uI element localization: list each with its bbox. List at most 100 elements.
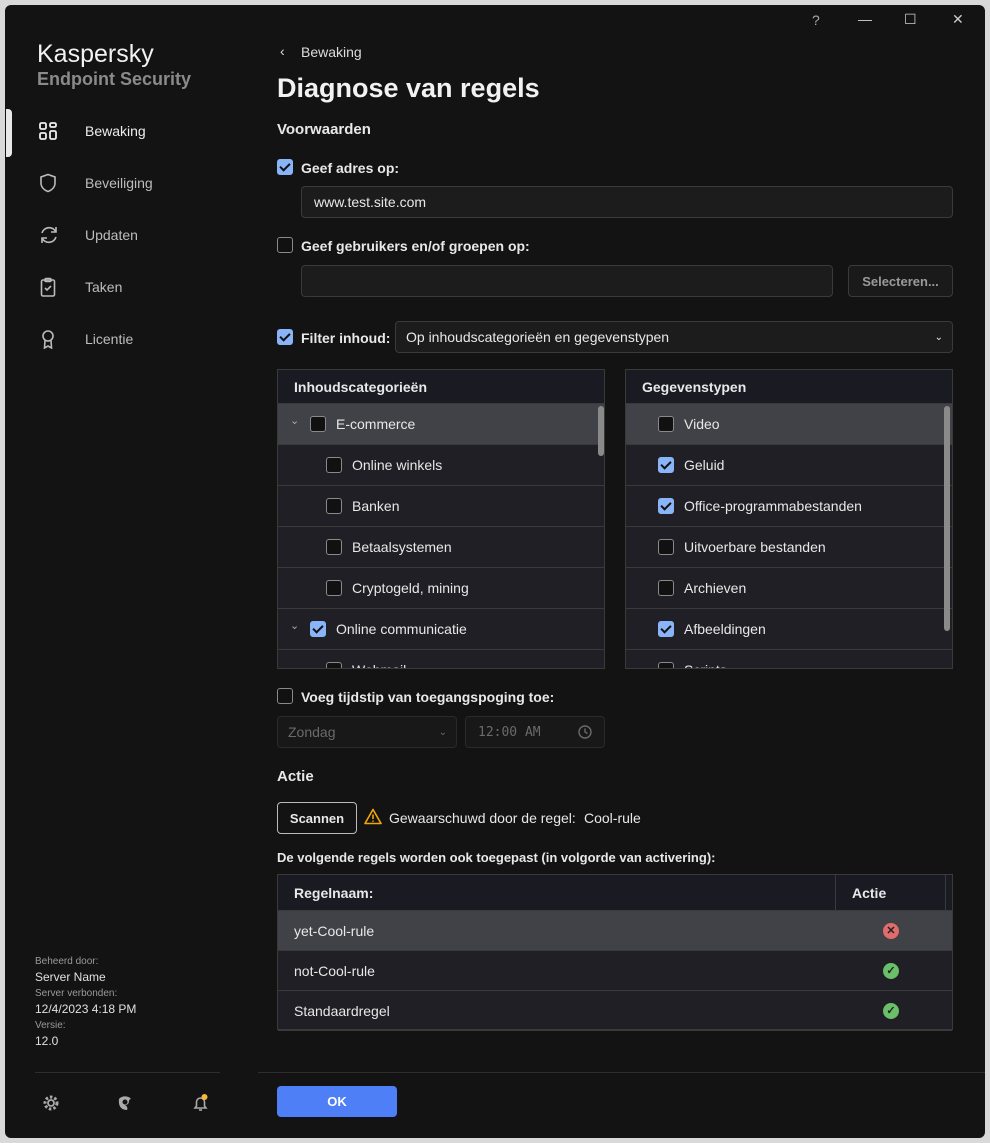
list-item[interactable]: Video — [626, 404, 952, 445]
item-checkbox[interactable] — [310, 621, 326, 637]
chevron-down-icon: ⌄ — [934, 331, 943, 343]
rule-name: not-Cool-rule — [294, 963, 375, 979]
close-button[interactable]: ✕ — [952, 11, 964, 27]
item-checkbox[interactable] — [658, 457, 674, 473]
item-checkbox[interactable] — [658, 580, 674, 596]
datatypes-list[interactable]: Gegevenstypen Video Geluid Office-programm… — [625, 369, 953, 669]
item-label: Afbeeldingen — [684, 621, 766, 637]
item-label: Office-programmabestanden — [684, 498, 862, 514]
filter-label: Filter inhoud: — [301, 330, 391, 346]
ok-button[interactable]: OK — [277, 1086, 397, 1117]
item-checkbox[interactable] — [658, 539, 674, 555]
maximize-button[interactable]: ☐ — [904, 11, 917, 27]
filter-checkbox[interactable] — [277, 329, 293, 345]
sidebar-item-licentie[interactable]: Licentie — [5, 319, 255, 359]
users-input[interactable] — [301, 265, 833, 297]
sidebar-item-bewaking[interactable]: Bewaking — [5, 111, 255, 151]
time-input[interactable]: 12:00 AM — [465, 716, 605, 748]
list-item[interactable]: Office-programmabestanden — [626, 486, 952, 527]
address-label: Geef adres op: — [301, 160, 400, 176]
users-checkbox[interactable] — [277, 237, 293, 253]
sidebar-item-taken[interactable]: Taken — [5, 267, 255, 307]
help-button[interactable]: ? — [812, 12, 820, 28]
column-divider — [945, 875, 946, 911]
list-item[interactable]: Geluid — [626, 445, 952, 486]
categories-scrollbar[interactable] — [598, 406, 604, 456]
item-checkbox[interactable] — [658, 498, 674, 514]
address-input[interactable]: www.test.site.com — [301, 186, 953, 218]
refresh-icon — [41, 226, 57, 244]
item-label: Scripts — [684, 662, 727, 668]
shield-icon — [40, 173, 56, 193]
rule-name: yet-Cool-rule — [294, 923, 375, 939]
item-checkbox[interactable] — [658, 662, 674, 668]
list-item[interactable]: ⌄ E-commerce — [278, 404, 604, 445]
filter-select[interactable]: Op inhoudscategorieën en gegevenstypen ⌄ — [395, 321, 953, 353]
brand-product: Endpoint Security — [37, 69, 192, 89]
item-label: Betaalsystemen — [352, 539, 452, 555]
table-row[interactable]: not-Cool-rule ✓ — [278, 951, 952, 991]
brand-name: Kaspersky — [37, 40, 154, 68]
categories-header: Inhoudscategorieën — [278, 370, 604, 404]
table-row[interactable]: yet-Cool-rule ✕ — [278, 911, 952, 951]
item-label: Webmail — [352, 662, 406, 668]
item-checkbox[interactable] — [310, 416, 326, 432]
sidebar-item-updaten[interactable]: Updaten — [5, 215, 255, 255]
support-icon[interactable] — [116, 1094, 134, 1112]
notifications-icon[interactable] — [191, 1093, 211, 1113]
table-header: Regelnaam: Actie — [278, 875, 952, 911]
chevron-down-icon: ⌄ — [438, 726, 447, 738]
list-item[interactable]: Afbeeldingen — [626, 609, 952, 650]
item-label: Geluid — [684, 457, 725, 473]
sidebar-item-beveiliging[interactable]: Beveiliging — [5, 163, 255, 203]
column-divider — [835, 875, 836, 911]
day-value: Zondag — [288, 724, 336, 740]
item-checkbox[interactable] — [326, 662, 342, 668]
address-checkbox[interactable] — [277, 159, 293, 175]
list-item[interactable]: Betaalsystemen — [278, 527, 604, 568]
breadcrumb[interactable]: Bewaking — [301, 44, 362, 60]
list-item[interactable]: Uitvoerbare bestanden — [626, 527, 952, 568]
scan-button[interactable]: Scannen — [277, 802, 357, 834]
conditions-heading: Voorwaarden — [277, 121, 371, 138]
time-checkbox[interactable] — [277, 688, 293, 704]
back-chevron-icon[interactable]: ‹ — [280, 43, 285, 59]
item-label: Archieven — [684, 580, 747, 596]
sidebar-divider — [35, 1072, 220, 1073]
item-checkbox[interactable] — [326, 498, 342, 514]
list-item[interactable]: Scripts — [626, 650, 952, 668]
table-row[interactable]: Standaardregel ✓ — [278, 991, 952, 1031]
list-item[interactable]: Online winkels — [278, 445, 604, 486]
expand-chevron-icon[interactable]: ⌄ — [290, 415, 300, 427]
minimize-button[interactable]: — — [858, 11, 872, 27]
clipboard-icon — [40, 277, 56, 297]
version-value: 12.0 — [35, 1034, 59, 1048]
settings-icon[interactable] — [42, 1094, 60, 1112]
day-select[interactable]: Zondag ⌄ — [277, 716, 457, 748]
award-icon — [42, 330, 54, 349]
list-item[interactable]: Archieven — [626, 568, 952, 609]
action-heading: Actie — [277, 768, 314, 785]
item-label: Video — [684, 416, 720, 432]
list-item[interactable]: ⌄ Online communicatie — [278, 609, 604, 650]
item-checkbox[interactable] — [326, 580, 342, 596]
clock-icon — [578, 725, 592, 739]
item-checkbox[interactable] — [658, 621, 674, 637]
categories-list[interactable]: Inhoudscategorieën ⌄ E-commerce Online win… — [277, 369, 605, 669]
column-action[interactable]: Actie — [852, 885, 887, 901]
sidebar-item-label: Beveiliging — [85, 175, 153, 191]
managed-by-value: Server Name — [35, 970, 106, 984]
list-item[interactable]: Banken — [278, 486, 604, 527]
column-rule-name[interactable]: Regelnaam: — [294, 885, 374, 901]
expand-chevron-icon[interactable]: ⌄ — [290, 620, 300, 632]
item-checkbox[interactable] — [326, 457, 342, 473]
users-label: Geef gebruikers en/of groepen op: — [301, 238, 530, 254]
item-label: E-commerce — [336, 416, 416, 432]
time-value: 12:00 AM — [478, 724, 541, 740]
item-checkbox[interactable] — [326, 539, 342, 555]
list-item[interactable]: Cryptogeld, mining — [278, 568, 604, 609]
list-item[interactable]: Webmail — [278, 650, 604, 668]
datatypes-scrollbar[interactable] — [944, 406, 950, 631]
select-users-button[interactable]: Selecteren... — [848, 265, 953, 297]
item-checkbox[interactable] — [658, 416, 674, 432]
